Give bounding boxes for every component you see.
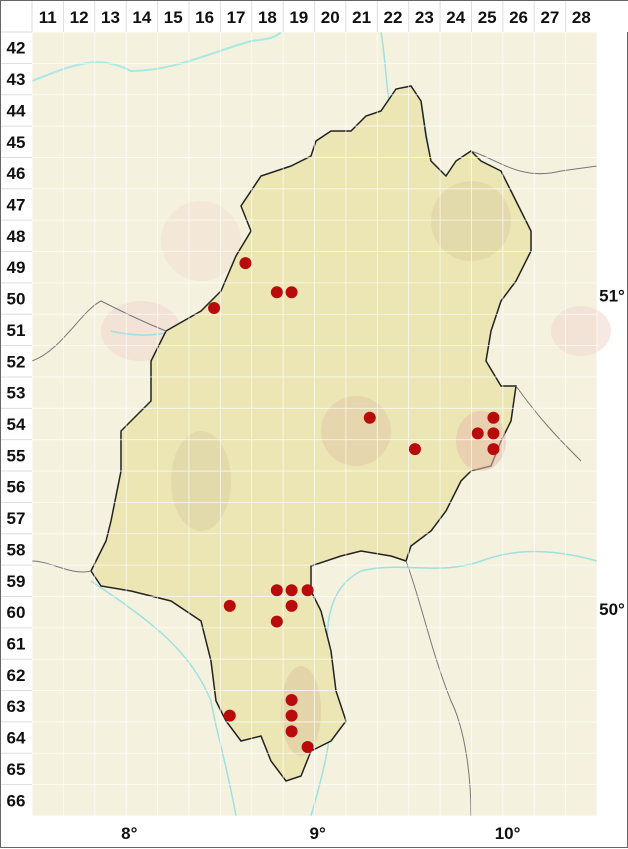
state-border-east <box>405 150 598 817</box>
row-label: 62 <box>7 666 26 685</box>
row-header: 42 43 44 45 46 47 48 49 50 51 52 53 54 55 56 57 58 59 60 61… <box>1 31 32 816</box>
row-label: 57 <box>7 509 26 528</box>
column-label: 28 <box>572 8 591 27</box>
column-label: 15 <box>164 8 183 27</box>
latitude-label: 51° <box>599 286 625 305</box>
occurrence-dot <box>285 693 298 706</box>
column-label: 13 <box>101 8 120 27</box>
longitude-label: 9° <box>310 824 326 843</box>
row-label: 64 <box>7 729 26 748</box>
row-label: 58 <box>7 540 26 559</box>
longitude-label: 10° <box>495 824 521 843</box>
row-label: 53 <box>7 384 26 403</box>
occurrence-dot <box>270 584 283 597</box>
occurrence-dot <box>285 709 298 722</box>
state-border-west <box>31 300 167 573</box>
row-label: 50 <box>7 290 26 309</box>
occurrence-dot <box>487 443 500 456</box>
row-label: 45 <box>7 133 26 152</box>
column-label: 19 <box>289 8 308 27</box>
column-label: 26 <box>509 8 528 27</box>
occurrence-dot <box>285 599 298 612</box>
occurrence-dot <box>471 427 484 440</box>
longitude-label: 8° <box>121 824 137 843</box>
occurrence-dot <box>239 257 252 270</box>
row-label: 56 <box>7 478 26 497</box>
occurrence-dot <box>223 709 236 722</box>
row-label: 63 <box>7 697 26 716</box>
row-label: 49 <box>7 258 26 277</box>
column-label: 14 <box>132 8 151 27</box>
occurrence-dot <box>408 443 421 456</box>
occurrence-dot <box>301 741 314 754</box>
occurrence-dot <box>270 286 283 299</box>
row-label: 55 <box>7 446 26 465</box>
column-label: 12 <box>70 8 89 27</box>
row-label: 61 <box>7 635 26 654</box>
row-label: 59 <box>7 572 26 591</box>
column-label: 18 <box>258 8 277 27</box>
occurrence-dot <box>285 286 298 299</box>
occurrence-dot <box>270 615 283 628</box>
row-label: 66 <box>7 791 26 810</box>
row-label: 51 <box>7 321 26 340</box>
occurrence-dot <box>285 725 298 738</box>
row-label: 52 <box>7 352 26 371</box>
latitude-label: 50° <box>599 600 625 619</box>
occurrence-dot <box>363 411 376 424</box>
occurrence-dot <box>487 427 500 440</box>
row-label: 65 <box>7 760 26 779</box>
grid-lines <box>31 31 598 817</box>
column-label: 21 <box>352 8 371 27</box>
column-label: 11 <box>39 8 57 27</box>
occurrence-dot <box>487 411 500 424</box>
occurrence-dot <box>301 584 314 597</box>
terrain-highlands <box>171 181 511 756</box>
row-label: 47 <box>7 195 26 214</box>
column-label: 20 <box>321 8 340 27</box>
occurrence-dot <box>285 584 298 597</box>
row-label: 42 <box>7 39 26 58</box>
column-label: 22 <box>384 8 403 27</box>
row-label: 43 <box>7 70 26 89</box>
occurrence-dots <box>208 257 500 754</box>
column-label: 23 <box>415 8 434 27</box>
column-label: 27 <box>540 8 559 27</box>
row-label: 44 <box>7 101 26 120</box>
row-label: 54 <box>7 415 26 434</box>
column-label: 25 <box>478 8 497 27</box>
occurrence-dot <box>223 599 236 612</box>
row-label: 48 <box>7 227 26 246</box>
column-label: 16 <box>195 8 214 27</box>
occurrence-dot <box>208 301 221 314</box>
row-label: 60 <box>7 603 26 622</box>
column-header: 11 12 13 14 15 16 17 18 19 20 21 22 23 24 25 26 27 28 <box>1 1 628 32</box>
row-label: 46 <box>7 164 26 183</box>
column-label: 17 <box>227 8 246 27</box>
coordinate-labels: 51° 50° 8° 9° 10° <box>121 286 625 843</box>
column-label: 24 <box>446 8 465 27</box>
